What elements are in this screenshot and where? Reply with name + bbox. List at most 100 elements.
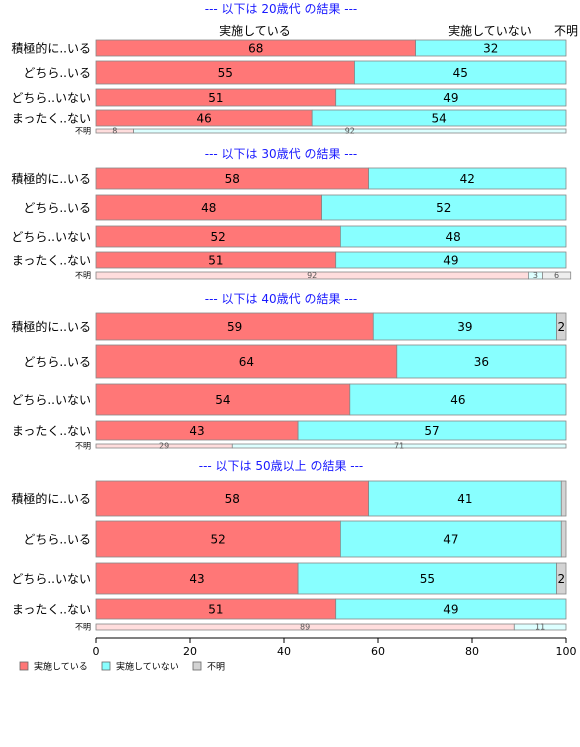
- bar-segment: [311, 109, 567, 127]
- data-label: 51: [208, 91, 223, 105]
- bar-segment: [321, 194, 567, 221]
- row-label: どちら..いる: [23, 201, 91, 215]
- bar-segment: [556, 312, 567, 341]
- data-label: 52: [436, 201, 451, 215]
- bar-segment: [354, 60, 567, 85]
- legend-swatch: [101, 661, 111, 671]
- data-label: 55: [218, 66, 233, 80]
- row-label: 不明: [75, 623, 91, 632]
- panel-title: --- 以下は 20歳代 の結果 ---: [205, 2, 358, 16]
- data-label: 49: [443, 603, 458, 617]
- bar-segment: [95, 520, 341, 558]
- bar-segment: [95, 194, 323, 221]
- bar-segment: [95, 383, 351, 416]
- bar-segment: [335, 598, 567, 620]
- data-label: 2: [557, 320, 565, 334]
- data-label: 64: [239, 355, 254, 369]
- bar-segment: [95, 344, 398, 379]
- legend-label: 不明: [207, 662, 225, 673]
- legend-label: 実施していない: [116, 661, 179, 673]
- panel-title: --- 以下は 30歳代 の結果 ---: [205, 147, 358, 161]
- legend-swatch: [192, 661, 202, 671]
- panel-title: --- 以下は 40歳代 の結果 ---: [205, 292, 358, 306]
- legend-label: 実施している: [34, 661, 88, 673]
- bar-segment: [95, 312, 374, 341]
- bar-segment: [542, 271, 572, 280]
- x-tick-label: 20: [183, 645, 197, 658]
- data-label: 43: [189, 424, 204, 438]
- bar-segment: [95, 480, 370, 517]
- data-label: 92: [345, 127, 355, 136]
- panel-title: --- 以下は 50歳以上 の結果 ---: [199, 459, 364, 473]
- data-label: 71: [394, 442, 404, 451]
- data-label: 2: [557, 572, 565, 586]
- data-label: 8: [112, 127, 117, 136]
- data-label: 89: [300, 623, 310, 632]
- data-label: 52: [211, 533, 226, 547]
- bar-segment: [231, 443, 567, 449]
- row-label: 積極的に..いる: [11, 41, 91, 56]
- bar-segment: [335, 88, 567, 107]
- data-label: 57: [424, 424, 439, 438]
- data-label: 49: [443, 91, 458, 105]
- x-tick-label: 100: [556, 645, 577, 658]
- row-label: 積極的に..いる: [11, 319, 91, 334]
- row-label: 不明: [75, 442, 91, 451]
- row-label: まったく..ない: [12, 424, 91, 438]
- bar-segment: [368, 480, 562, 517]
- x-tick-label: 0: [93, 645, 100, 658]
- data-label: 58: [225, 172, 240, 186]
- data-label: 32: [483, 42, 498, 56]
- bar-segment: [368, 167, 567, 190]
- bar-segment: [372, 312, 557, 341]
- bar-segment: [133, 128, 567, 134]
- legend-swatch: [19, 661, 29, 671]
- data-label: 6: [554, 271, 559, 280]
- data-label: 52: [211, 230, 226, 244]
- column-header-unknown: 不明: [554, 24, 578, 38]
- data-label: 48: [446, 230, 461, 244]
- row-label: 積極的に..いる: [11, 171, 91, 186]
- bar-segment: [415, 39, 567, 57]
- row-label: 積極的に..いる: [11, 491, 91, 506]
- data-label: 59: [227, 320, 242, 334]
- bar-segment: [513, 623, 567, 631]
- data-label: 48: [201, 201, 216, 215]
- data-label: 46: [196, 112, 211, 126]
- row-label: まったく..ない: [12, 603, 91, 617]
- x-tick-label: 80: [465, 645, 479, 658]
- data-label: 47: [443, 533, 458, 547]
- row-label: 不明: [75, 271, 91, 280]
- bar-segment: [560, 480, 567, 517]
- bar-segment: [297, 420, 567, 441]
- data-label: 92: [307, 271, 317, 280]
- data-label: 42: [460, 172, 475, 186]
- x-tick-label: 60: [371, 645, 385, 658]
- data-label: 55: [420, 572, 435, 586]
- row-label: どちら..いる: [23, 66, 91, 80]
- data-label: 11: [535, 623, 545, 632]
- data-label: 46: [450, 393, 465, 407]
- row-label: どちら..いない: [11, 230, 91, 244]
- bar-segment: [560, 520, 567, 558]
- row-label: どちら..いる: [23, 355, 91, 369]
- bar-segment: [95, 562, 299, 595]
- row-label: どちら..いる: [23, 533, 91, 547]
- bar-segment: [349, 383, 567, 416]
- data-label: 54: [431, 112, 446, 126]
- bar-segment: [339, 225, 567, 248]
- bar-segment: [297, 562, 558, 595]
- data-label: 68: [248, 42, 263, 56]
- row-label: どちら..いない: [11, 572, 91, 586]
- data-label: 36: [474, 355, 489, 369]
- row-label: まったく..ない: [12, 112, 91, 126]
- row-label: どちら..いない: [11, 91, 91, 105]
- data-label: 45: [453, 66, 468, 80]
- bar-segment: [335, 251, 567, 269]
- bar-segment: [339, 520, 562, 558]
- data-label: 3: [533, 271, 538, 280]
- bar-segment: [396, 344, 567, 379]
- data-label: 43: [189, 572, 204, 586]
- data-label: 54: [215, 393, 230, 407]
